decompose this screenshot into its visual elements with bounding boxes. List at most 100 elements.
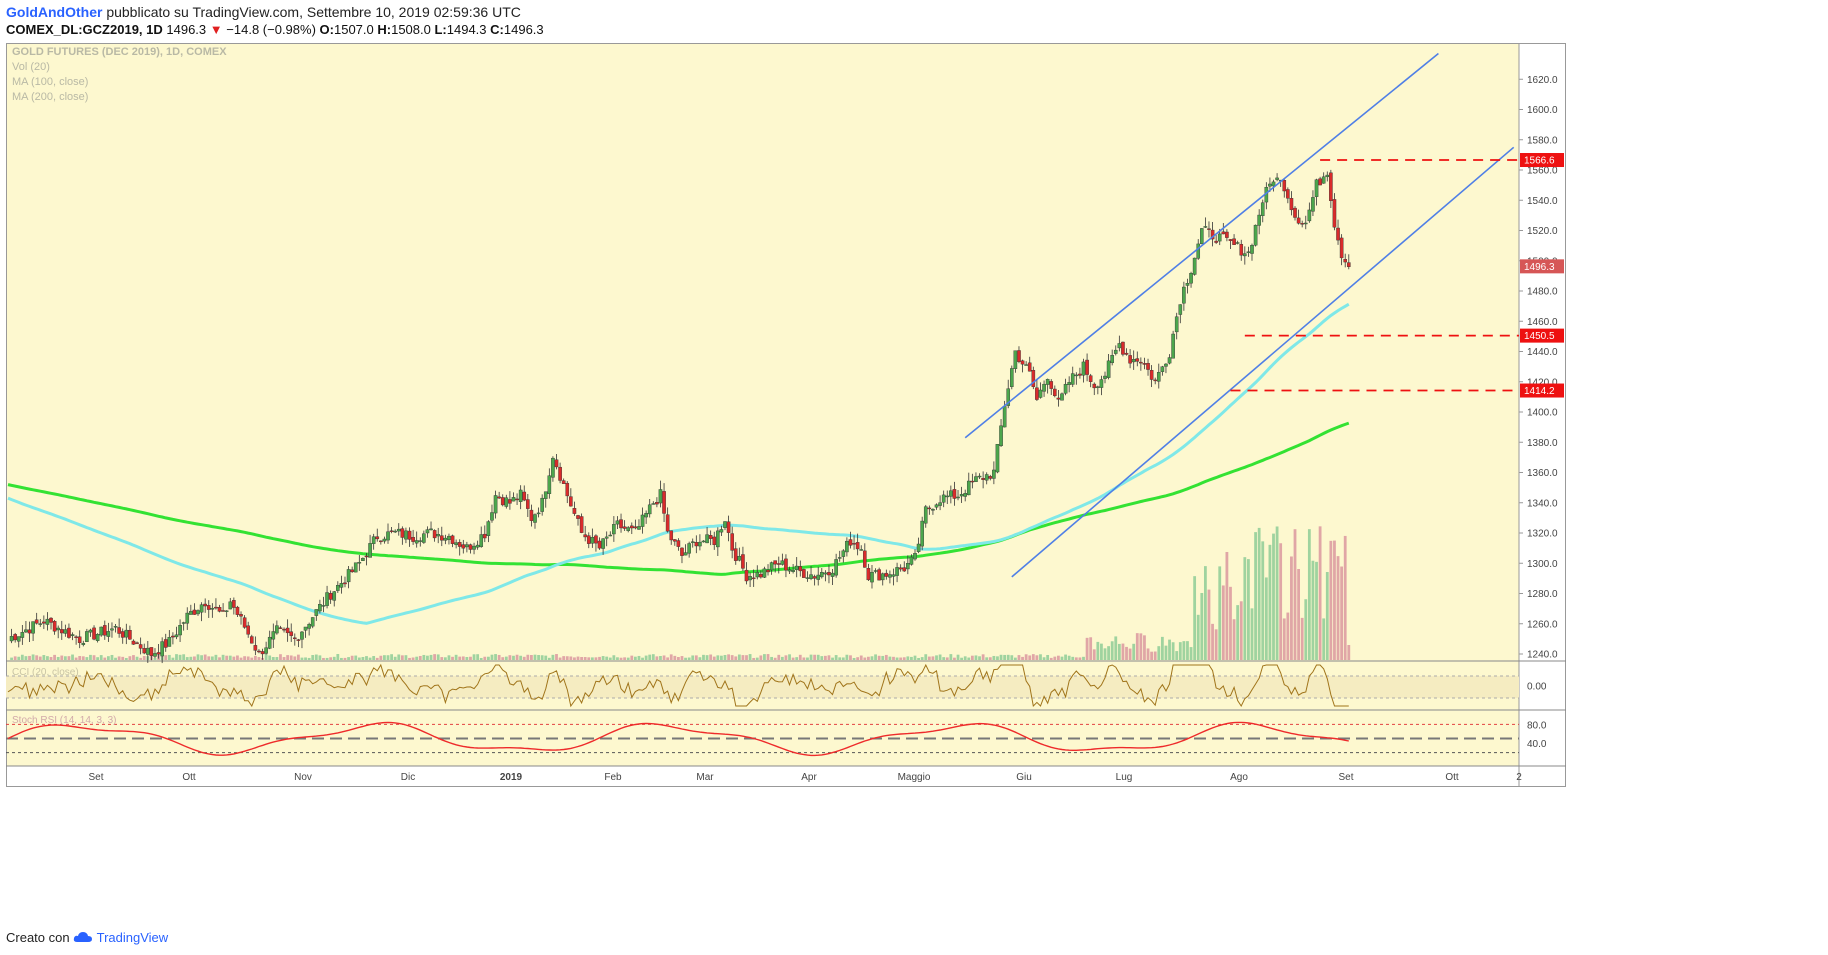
volume-bar [454, 654, 458, 660]
volume-bar [1074, 657, 1078, 660]
candle-down [848, 539, 853, 546]
date-axis-label: Mar [696, 772, 714, 783]
price-tick-label: 1460.0 [1527, 317, 1558, 328]
volume-bar [920, 657, 924, 660]
candle-up [794, 565, 799, 570]
candle-up [1006, 388, 1011, 406]
volume-bar [515, 654, 519, 660]
candle-up [1060, 393, 1064, 401]
candle-up [1321, 176, 1326, 184]
volume-bar [1117, 643, 1121, 660]
candle-up [146, 647, 150, 655]
volume-bar [766, 654, 770, 660]
candle-up [1013, 350, 1018, 369]
candle-down [1153, 379, 1157, 382]
candle-up [974, 476, 978, 482]
date-axis-label: Feb [604, 772, 622, 783]
candle-up [1203, 226, 1208, 228]
volume-bar [633, 656, 637, 660]
volume-bar [608, 657, 612, 660]
candle-up [504, 497, 509, 507]
date-axis-label: Apr [801, 772, 817, 783]
chart-area[interactable]: 1620.01600.01580.01560.01540.01520.01500… [6, 43, 1566, 793]
volume-bar [49, 656, 53, 660]
candle-up [181, 622, 186, 624]
ma200-line [7, 421, 1350, 576]
author-link[interactable]: GoldAndOther [6, 4, 103, 20]
candle-up [805, 577, 810, 579]
volume-bar [712, 656, 716, 660]
tradingview-link[interactable]: TradingView [96, 930, 169, 945]
candle-up [1268, 183, 1272, 187]
candle-up [310, 617, 315, 627]
volume-bar [17, 656, 21, 660]
candle-up [325, 592, 329, 606]
volume-bar [479, 657, 483, 660]
symbol-label: COMEX_DL:GCZ2019, 1D [6, 22, 163, 37]
volume-bar [1318, 526, 1322, 660]
candle-down [285, 627, 290, 634]
volume-bar [296, 654, 300, 660]
volume-bar [153, 657, 157, 660]
candle-up [81, 643, 86, 645]
volume-bar [1146, 648, 1150, 660]
candle-up [267, 636, 272, 649]
volume-bar [723, 654, 727, 660]
volume-bar [164, 655, 168, 660]
volume-bar [332, 656, 336, 660]
volume-bar [60, 655, 64, 660]
date-axis-background [6, 766, 1519, 787]
volume-bar [1017, 655, 1021, 660]
volume-bar [841, 657, 845, 660]
candle-up [644, 513, 648, 518]
volume-bar [605, 656, 609, 660]
candle-up [63, 629, 68, 634]
candle-down [1225, 231, 1229, 238]
candle-down [1286, 189, 1290, 199]
candle-up [88, 629, 93, 633]
volume-bar [279, 654, 282, 660]
candle-down [1053, 388, 1057, 397]
candle-up [1156, 372, 1161, 382]
candle-down [802, 569, 806, 578]
published-text: pubblicato su TradingView.com, Settembre… [106, 4, 521, 20]
price-chart-svg[interactable]: 1620.01600.01580.01560.01540.01520.01500… [6, 43, 1566, 788]
candle-up [1260, 202, 1265, 216]
volume-bar [935, 655, 938, 660]
candle-down [77, 636, 82, 643]
volume-bar [236, 655, 239, 660]
candle-up [16, 636, 21, 642]
candle-down [798, 566, 803, 572]
volume-bar [659, 655, 662, 660]
price-tag-label: 1496.3 [1524, 262, 1555, 273]
candle-up [429, 528, 433, 531]
volume-bar [1182, 641, 1186, 660]
candle-down [52, 620, 57, 632]
volume-bar [662, 655, 666, 660]
candle-down [988, 476, 993, 479]
volume-bar [655, 656, 659, 660]
candle-up [787, 569, 792, 572]
volume-bar [325, 657, 329, 660]
volume-bar [820, 656, 824, 660]
candle-up [1096, 386, 1100, 388]
volume-bar [1178, 642, 1182, 660]
candle-up [1002, 406, 1007, 428]
candle-up [651, 503, 656, 505]
volume-bar [1232, 619, 1236, 660]
candle-down [863, 550, 867, 568]
candle-up [1113, 349, 1118, 354]
volume-bar [1128, 648, 1132, 660]
volume-bar [257, 657, 261, 660]
date-axis-label: 2019 [500, 772, 523, 783]
candle-down [970, 480, 975, 483]
candle-up [393, 530, 397, 533]
candle-down [583, 534, 587, 538]
volume-bar [720, 655, 723, 660]
candle-up [762, 568, 767, 578]
volume-bar [375, 657, 379, 660]
candle-up [56, 627, 60, 631]
candle-up [318, 604, 322, 612]
volume-bar [185, 657, 189, 660]
level-price-tag [1520, 328, 1564, 343]
